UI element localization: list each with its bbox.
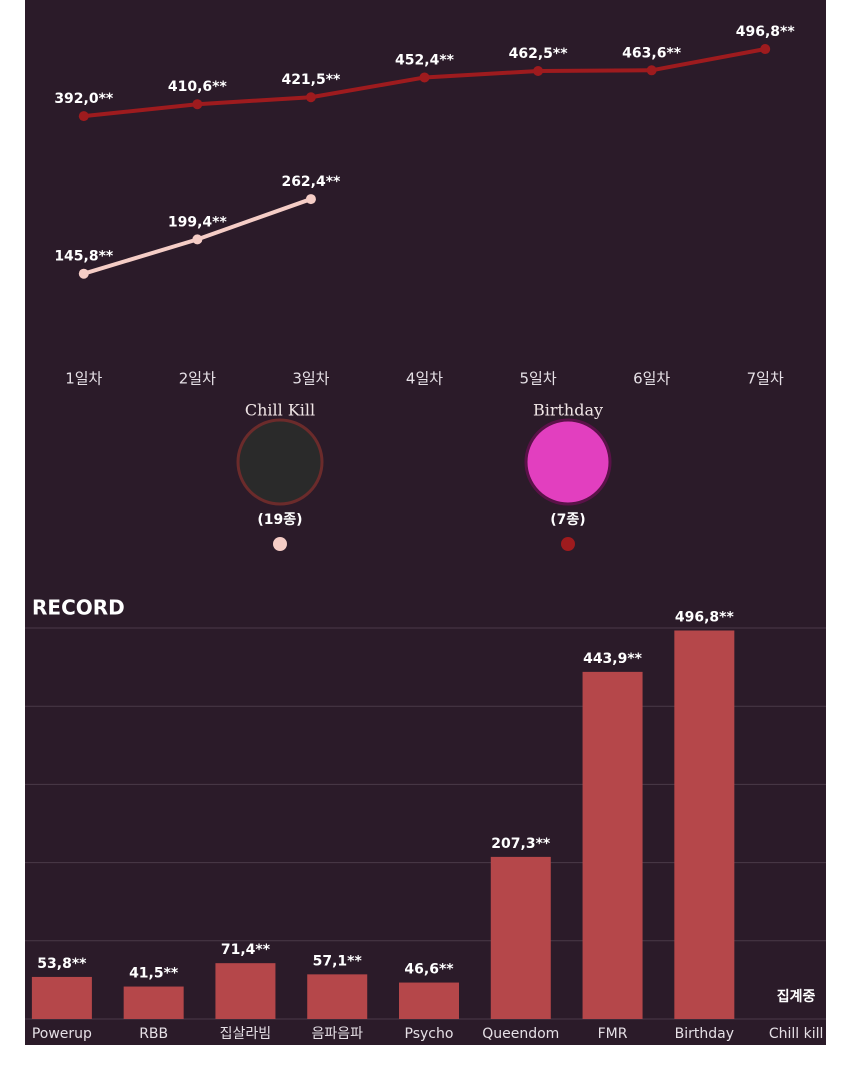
point <box>419 72 430 83</box>
value-label: 집계중 <box>777 988 816 1005</box>
value-label: 145,8** <box>54 249 114 265</box>
value-label: 452,4** <box>395 52 455 68</box>
x-tick-label: 6일차 <box>633 370 670 388</box>
x-tick-label: 2일차 <box>179 370 216 388</box>
x-tick-label: 3일차 <box>292 370 329 388</box>
point <box>533 66 544 76</box>
point <box>78 111 89 122</box>
x-tick-label: 7일차 <box>747 370 784 388</box>
value-label: 262,4** <box>281 174 341 190</box>
bar <box>123 986 184 1019</box>
x-tick-label: 5일차 <box>519 370 556 388</box>
legend-count: (7종) <box>550 512 585 528</box>
x-tick-label: RBB <box>139 1026 168 1042</box>
value-label: 463,6** <box>622 45 682 61</box>
x-tick-label: 4일차 <box>406 370 443 388</box>
x-tick-label: 음파음파 <box>311 1026 363 1042</box>
x-tick-label: FMR <box>598 1026 628 1042</box>
album-cover <box>236 418 324 506</box>
x-tick-label: 집살라빔 <box>220 1026 272 1042</box>
point <box>646 65 657 76</box>
legend-label: Birthday <box>533 401 603 420</box>
value-label: 496,8** <box>675 610 735 626</box>
x-tick-label: Powerup <box>32 1026 92 1042</box>
value-label: 421,5** <box>281 72 341 88</box>
value-label: 71,4** <box>221 942 271 958</box>
legend-label: Chill Kill <box>245 401 315 420</box>
bar <box>674 630 735 1019</box>
bar <box>215 963 276 1019</box>
legend-swatch <box>273 537 287 551</box>
value-label: 53,8** <box>37 956 87 972</box>
value-label: 392,0** <box>54 91 114 107</box>
bar <box>399 982 459 1019</box>
legend-count: (19종) <box>257 512 302 528</box>
chart-title: RECORD <box>32 596 125 620</box>
value-label: 46,6** <box>404 962 454 978</box>
x-tick-label: Queendom <box>482 1026 559 1042</box>
value-label: 496,8** <box>736 24 796 40</box>
point <box>78 268 89 279</box>
x-tick-label: 1일차 <box>65 370 102 388</box>
value-label: 443,9** <box>583 651 643 667</box>
bar <box>31 976 92 1019</box>
album-cover <box>524 418 612 506</box>
point <box>305 194 316 205</box>
bar <box>307 974 368 1019</box>
value-label: 41,5** <box>129 966 179 982</box>
value-label: 199,4** <box>168 214 228 230</box>
point <box>305 92 316 103</box>
value-label: 57,1** <box>313 953 363 969</box>
bar <box>582 671 643 1019</box>
value-label: 410,6** <box>168 79 228 95</box>
point <box>192 99 203 110</box>
point <box>192 234 203 245</box>
x-tick-label: Birthday <box>675 1026 734 1042</box>
bar <box>490 856 551 1019</box>
x-tick-label: Chill kill <box>769 1026 824 1042</box>
legend-swatch <box>561 537 575 551</box>
x-tick-label: Psycho <box>405 1026 454 1042</box>
value-label: 207,3** <box>491 836 551 852</box>
point <box>760 44 771 55</box>
value-label: 462,5** <box>509 46 569 62</box>
